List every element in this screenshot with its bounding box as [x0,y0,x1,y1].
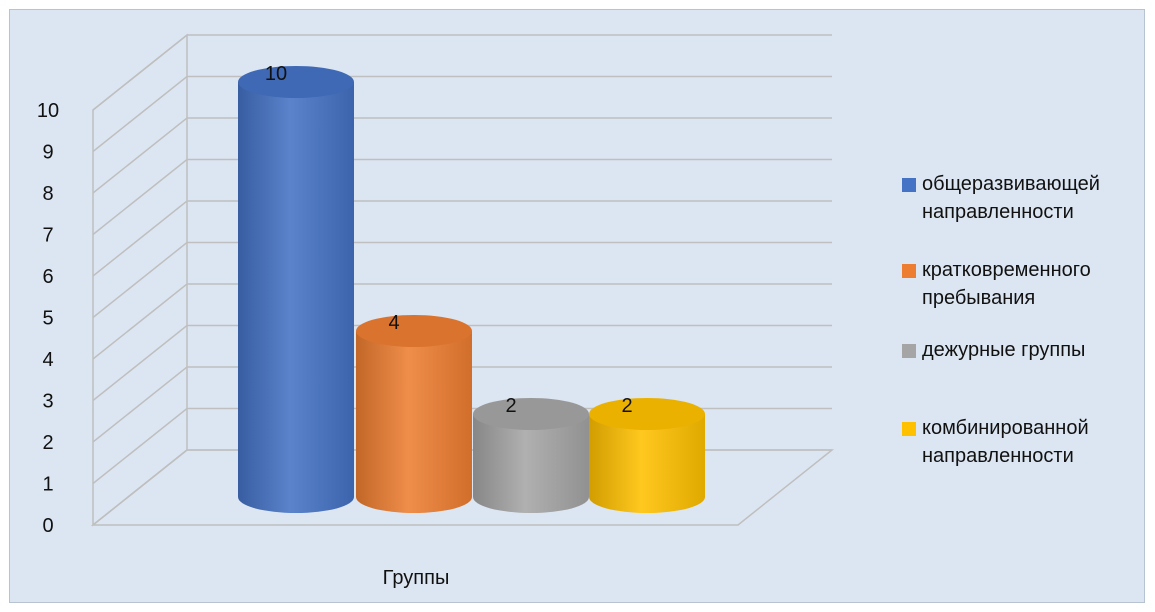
data-label: 10 [265,63,287,85]
y-tick-label: 9 [42,142,53,164]
bar-body [473,414,589,513]
data-label: 2 [621,395,632,417]
bar-top [589,398,705,430]
legend-label: комбинированной направленности [922,417,1089,467]
legend-swatch-yellow-icon [902,422,916,436]
y-tick-label: 0 [42,515,53,537]
gridline [92,366,832,443]
data-label: 2 [505,395,516,417]
legend-swatch-blue-icon [902,178,916,192]
legend-label: дежурные группы [922,339,1086,361]
bar-body [356,331,472,513]
y-tick-label: 1 [42,474,53,496]
y-tick-label: 4 [42,349,53,371]
gridline [92,34,832,111]
bar-body [238,82,354,513]
gridline [92,158,832,236]
gridline [92,283,832,360]
legend-label: общеразвивающей направленности [922,173,1100,223]
gridline [92,200,832,277]
y-tick-label: 8 [42,183,53,205]
chart-bars [238,66,705,513]
bar-top [356,315,472,347]
legend-swatch-orange-icon [902,264,916,278]
gridline [92,117,832,194]
chart-data-labels: 10 4 2 2 [265,63,633,417]
gridline [92,324,832,402]
y-tick-label: 5 [42,308,53,330]
data-label: 4 [388,312,399,334]
legend-label: кратковременного пребывания [922,259,1091,309]
bar-top [238,66,354,98]
chart-gridlines [92,34,832,526]
gridline [92,75,832,153]
chart-plot: 0 1 2 3 4 5 6 7 8 9 10 10 4 2 2 Группы [37,33,835,589]
gridline [92,241,832,319]
bar-top [473,398,589,430]
y-axis-ticks: 0 1 2 3 4 5 6 7 8 9 10 [37,100,59,537]
y-tick-label: 6 [42,266,53,288]
bar-body [589,414,705,513]
x-axis-label: Группы [383,567,450,589]
y-tick-label: 3 [42,391,53,413]
y-tick-label: 7 [42,225,53,247]
y-tick-label: 10 [37,100,59,122]
legend-swatch-gray-icon [902,344,916,358]
chart-area: 0 1 2 3 4 5 6 7 8 9 10 10 4 2 2 Группы общеразвивающе… [9,9,1145,603]
y-tick-label: 2 [42,432,53,454]
